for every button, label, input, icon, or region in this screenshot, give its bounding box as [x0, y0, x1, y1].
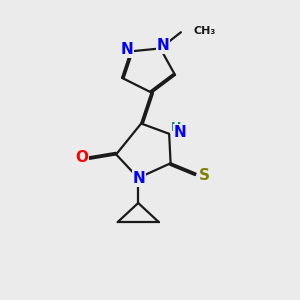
Text: S: S: [198, 167, 209, 182]
Text: CH₃: CH₃: [193, 26, 215, 36]
Text: N: N: [132, 171, 145, 186]
Text: H: H: [170, 121, 181, 134]
Text: N: N: [121, 42, 134, 57]
Text: N: N: [174, 125, 187, 140]
Text: H: H: [170, 121, 181, 134]
Text: O: O: [75, 150, 88, 165]
Text: N: N: [174, 125, 187, 140]
Text: N: N: [157, 38, 169, 53]
Text: O: O: [75, 150, 88, 165]
Text: N: N: [132, 171, 145, 186]
Text: N: N: [157, 38, 169, 53]
Text: N: N: [121, 42, 134, 57]
Text: CH₃: CH₃: [193, 26, 215, 36]
Text: S: S: [198, 167, 209, 182]
